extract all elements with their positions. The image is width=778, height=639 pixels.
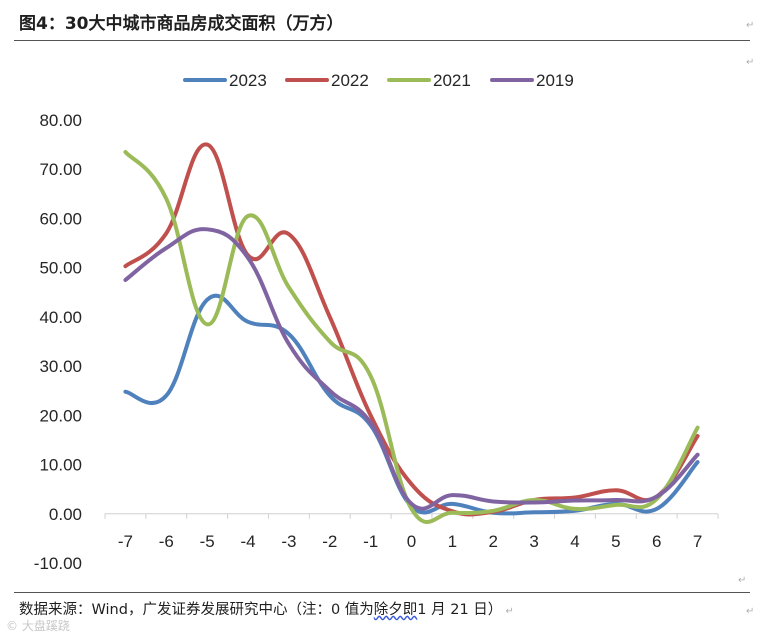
paragraph-mark: ↵ [738,575,747,586]
legend-label-2019: 2019 [536,71,574,90]
x-tick-label: 6 [652,532,661,551]
x-tick-label: -7 [118,532,133,551]
source-prefix: 数据来源：Wind，广发证券发展研究中心（注：0 值为 [19,602,374,618]
x-tick-label: -1 [363,532,378,551]
x-tick-label: 0 [407,532,416,551]
series-line-2021 [123,149,700,524]
series-line-2023 [123,293,700,516]
legend-label-2023: 2023 [229,71,267,90]
plot-lines [123,142,700,524]
source-suffix: 1 月 21 日） [417,602,503,618]
watermark: © 大盘蹊跷 [6,619,70,633]
x-tick-label: 5 [611,532,620,551]
x-tick-label: 4 [570,532,579,551]
x-tick-label: -3 [281,532,296,551]
series-line-2019 [123,227,700,511]
y-tick-label: 10.00 [39,456,82,475]
x-tick-label: 7 [693,532,702,551]
legend: 2023 2022 2021 2019 [183,71,574,90]
x-tick-label: 2 [488,532,497,551]
y-tick-label: 80.00 [39,111,82,130]
source-note: 数据来源：Wind，广发证券发展研究中心（注：0 值为除夕即1 月 21 日） … [19,602,514,618]
y-tick-label: 40.00 [39,308,82,327]
y-tick-label: 50.00 [39,259,82,278]
x-tick-label: 1 [448,532,457,551]
x-tick-label: -5 [200,532,215,551]
paragraph-mark: ↵ [746,606,755,617]
chart-title: 图4：30大中城市商品房成交面积（万方） [19,14,344,34]
legend-label-2021: 2021 [433,71,471,90]
bottom-rule [14,592,750,593]
y-tick-label: 70.00 [39,160,82,179]
y-tick-label: 60.00 [39,209,82,228]
x-tick-label: 3 [529,532,538,551]
source-wavy: 除夕即 [373,602,418,618]
y-tick-label: 20.00 [39,406,82,425]
series-line-2022 [123,142,700,517]
x-axis: -7 -6 -5 -4 -3 -2 -1 0 1 2 3 4 5 6 7 [104,513,719,551]
x-tick-label: -2 [322,532,337,551]
y-tick-label: -10.00 [34,554,82,573]
paragraph-mark: ↵ [746,57,755,68]
y-tick-label: 0.00 [49,505,82,524]
y-tick-label: 30.00 [39,357,82,376]
y-axis: -10.00 0.00 10.00 20.00 30.00 40.00 50.00 60.00… [34,111,82,573]
top-rule [14,40,750,41]
x-tick-label: -4 [240,532,255,551]
paragraph-mark: ↵ [746,20,755,31]
legend-label-2022: 2022 [331,71,369,90]
x-tick-label: -6 [159,532,174,551]
